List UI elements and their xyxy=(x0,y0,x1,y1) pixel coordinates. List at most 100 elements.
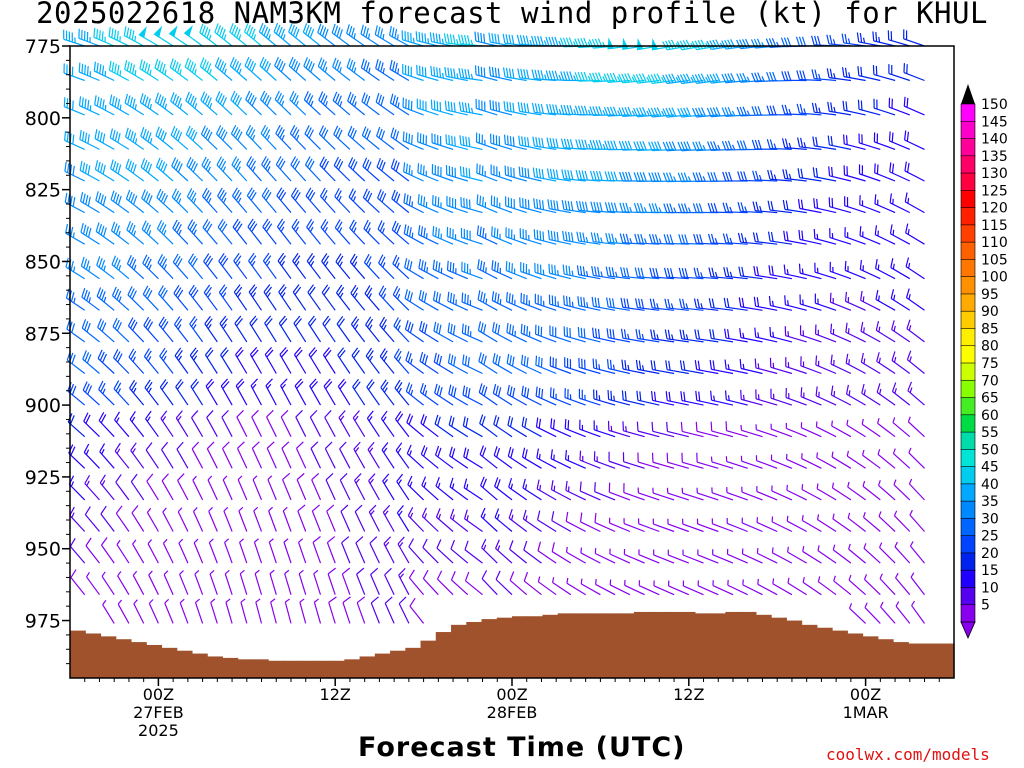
barb-flag xyxy=(811,69,815,79)
barb-flag xyxy=(460,227,463,238)
barb-flag xyxy=(145,193,151,203)
barb-flag xyxy=(353,349,360,359)
barb-flag xyxy=(201,187,208,197)
barb-flag xyxy=(903,29,905,39)
barb-flag xyxy=(541,169,545,179)
barb-flag xyxy=(621,359,624,370)
barb-half-flag xyxy=(281,100,285,107)
surface-column xyxy=(130,642,147,678)
surface-column xyxy=(710,613,726,678)
barb-staff xyxy=(364,262,380,280)
barb-staff xyxy=(223,510,233,532)
barb-flag xyxy=(520,102,524,112)
barb-flag xyxy=(492,100,495,111)
barb-flag xyxy=(391,220,397,231)
surface-column xyxy=(862,636,879,678)
barb-staff xyxy=(174,355,189,374)
barb-half-flag xyxy=(409,512,414,519)
barb-flag xyxy=(537,263,539,274)
barb-staff xyxy=(192,511,204,532)
barb-flag xyxy=(173,159,179,169)
barb-half-flag xyxy=(800,422,803,428)
barb-staff xyxy=(389,34,410,47)
barb-half-flag xyxy=(282,34,286,40)
surface-column xyxy=(649,611,666,678)
barb-staff xyxy=(67,421,86,438)
barb-flag xyxy=(683,391,686,402)
barb-flag xyxy=(97,349,103,359)
barb-flag xyxy=(549,104,553,114)
barb-flag xyxy=(462,354,465,365)
barb-staff xyxy=(251,448,263,469)
barb-flag xyxy=(608,266,612,277)
barb-staff xyxy=(876,360,896,375)
barb-flag xyxy=(465,167,468,178)
barb-flag xyxy=(480,66,483,77)
barb-flag xyxy=(251,409,259,418)
barb-flag xyxy=(408,384,413,394)
barb-flag xyxy=(578,357,580,368)
barb-flag xyxy=(367,441,375,450)
barb-half-flag xyxy=(354,292,358,299)
wind-barb xyxy=(461,261,483,280)
barb-flag xyxy=(156,188,162,198)
barb-pennant xyxy=(636,38,644,51)
surface-column xyxy=(466,621,483,678)
wind-barb xyxy=(63,63,85,82)
barb-flag xyxy=(738,266,742,276)
barb-half-flag xyxy=(801,515,804,521)
barb-flag xyxy=(564,388,566,398)
wind-barb xyxy=(436,539,454,564)
wind-barb xyxy=(813,198,837,214)
barb-staff xyxy=(787,551,807,564)
barb-staff xyxy=(192,479,204,501)
barb-flag xyxy=(113,257,119,267)
barb-flag xyxy=(81,97,84,108)
barb-staff xyxy=(395,450,410,469)
wind-barb xyxy=(294,378,307,406)
barb-half-flag xyxy=(847,481,850,488)
barb-flag xyxy=(577,327,580,337)
barb-flag xyxy=(619,171,624,182)
wind-barb xyxy=(457,34,483,47)
barb-flag xyxy=(378,128,383,139)
barb-staff xyxy=(476,141,498,150)
barb-flag xyxy=(595,390,598,400)
barb-flag xyxy=(94,129,98,139)
barb-flag xyxy=(159,96,164,106)
wind-barb xyxy=(710,390,734,406)
barb-flag xyxy=(754,139,759,150)
barb-flag xyxy=(78,96,82,106)
barb-staff xyxy=(282,510,292,532)
barb-flag xyxy=(567,169,571,180)
wind-barb xyxy=(845,322,866,343)
barb-half-flag xyxy=(399,542,404,547)
barb-flag xyxy=(279,129,285,139)
wind-barb xyxy=(431,164,454,182)
barb-flag xyxy=(872,31,875,41)
wind-barb xyxy=(888,64,910,82)
barb-flag xyxy=(454,136,456,147)
barb-half-flag xyxy=(88,297,92,303)
barb-flag xyxy=(535,167,539,178)
barb-half-flag xyxy=(801,484,804,490)
barb-staff xyxy=(304,133,321,150)
barb-flag xyxy=(362,26,367,36)
barb-flag xyxy=(451,166,454,177)
barb-flag xyxy=(710,233,715,244)
barb-half-flag xyxy=(163,229,167,236)
barb-flag xyxy=(265,28,271,38)
barb-staff xyxy=(177,511,189,532)
barb-flag xyxy=(159,256,166,266)
barb-half-flag xyxy=(423,513,428,519)
barb-flag xyxy=(814,103,818,113)
wind-barb xyxy=(888,97,911,116)
wind-barb xyxy=(831,482,852,501)
barb-staff xyxy=(259,65,277,81)
wind-barb xyxy=(144,379,159,406)
barb-flag xyxy=(310,349,318,358)
wind-barb xyxy=(579,512,601,533)
barb-flag xyxy=(561,200,565,210)
barb-staff xyxy=(129,418,145,438)
surface-column xyxy=(496,617,513,678)
